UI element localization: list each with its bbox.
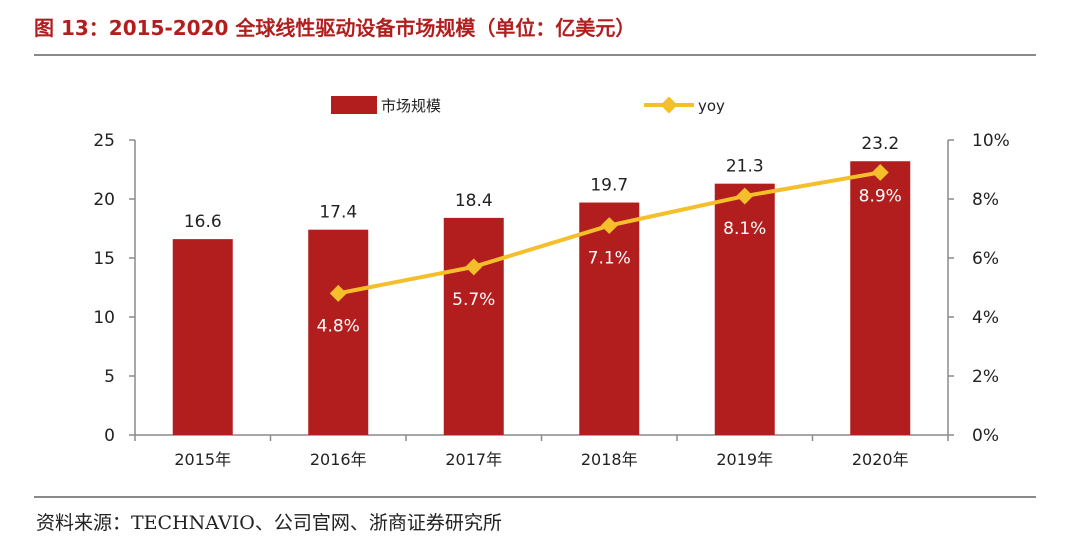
yoy-point (600, 217, 618, 235)
bar-series (172, 161, 911, 436)
x-tick-label: 2015年 (174, 450, 231, 469)
bar (308, 229, 369, 435)
chart-title: 图 13：2015-2020 全球线性驱动设备市场规模（单位：亿美元） (34, 16, 636, 40)
yoy-point (465, 258, 483, 276)
title-divider (34, 54, 1036, 56)
bar (172, 239, 233, 435)
y-right-tick-label: 4% (972, 308, 999, 328)
bar-value-label: 16.6 (184, 212, 222, 232)
x-tick-label: 2018年 (581, 450, 638, 469)
x-tick-label: 2017年 (445, 450, 502, 469)
bar-value-label: 21.3 (726, 157, 764, 177)
yoy-value-label: 5.7% (452, 290, 495, 310)
x-tick-label: 2019年 (716, 450, 773, 469)
yoy-value-label: 4.8% (317, 316, 360, 336)
bar-value-label: 19.7 (590, 176, 628, 196)
legend-swatch-marker (660, 96, 678, 114)
yoy-line-series (329, 163, 889, 302)
legend: 市场规模 yoy (331, 96, 725, 115)
chart-axes: 0 5 10 15 20 25 0% 2% 4% 6% 8% 10% 2015年 2016年 2017年 20… (93, 131, 1009, 469)
legend-label-bar: 市场规模 (381, 97, 441, 115)
bar-value-label: 23.2 (861, 134, 899, 154)
x-tick-label: 2016年 (310, 450, 367, 469)
bar-value-label: 17.4 (319, 203, 357, 223)
y-right-tick-label: 10% (972, 131, 1010, 151)
bar (850, 161, 911, 436)
y-left-tick-label: 25 (93, 131, 115, 151)
source-divider (34, 496, 1036, 498)
bar (714, 183, 775, 435)
yoy-value-label: 8.1% (723, 219, 766, 239)
y-left-tick-label: 15 (93, 249, 115, 269)
legend-swatch-bar (331, 96, 377, 114)
y-right-tick-label: 0% (972, 426, 999, 446)
yoy-point (329, 284, 347, 302)
x-tick-label: 2020年 (852, 450, 909, 469)
y-left-tick-label: 0 (104, 426, 115, 446)
y-left-tick-label: 10 (93, 308, 115, 328)
y-right-tick-label: 8% (972, 190, 999, 210)
y-left-tick-label: 5 (104, 367, 115, 387)
data-labels: 16.6 17.4 18.4 19.7 21.3 23.2 4.8% 5.7% 7.1% 8.1%… (184, 134, 902, 336)
source-note: 资料来源：TECHNAVIO、公司官网、浙商证券研究所 (36, 512, 502, 534)
y-left-tick-label: 20 (93, 190, 115, 210)
yoy-value-label: 8.9% (859, 186, 902, 206)
yoy-value-label: 7.1% (588, 249, 631, 269)
legend-label-line: yoy (698, 97, 725, 115)
bar (443, 217, 504, 435)
yoy-point (736, 187, 754, 205)
yoy-point (871, 163, 889, 181)
y-right-tick-label: 6% (972, 249, 999, 269)
bar (579, 202, 640, 435)
y-right-tick-label: 2% (972, 367, 999, 387)
bar-value-label: 18.4 (455, 191, 493, 211)
